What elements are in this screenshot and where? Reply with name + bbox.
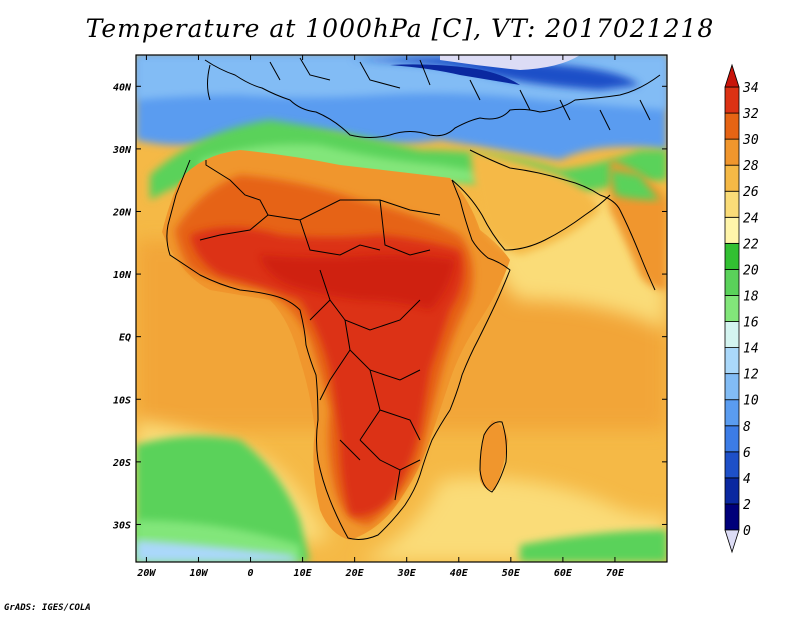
lat-tick-label: 40N xyxy=(113,82,132,93)
colorbar-label: 4 xyxy=(743,472,751,487)
lon-tick-label: 20E xyxy=(345,568,365,579)
colorbar-label: 24 xyxy=(743,211,759,226)
colorbar-segment xyxy=(724,216,740,244)
colorbar-label: 20 xyxy=(743,263,759,278)
colorbar-label: 30 xyxy=(742,133,759,148)
lat-tick-label: 20S xyxy=(112,458,131,469)
colorbar-label: 26 xyxy=(743,185,759,200)
lat-tick-label: 20N xyxy=(112,207,132,218)
lon-tick-label: 10E xyxy=(294,568,313,579)
lat-tick-label: 30N xyxy=(112,145,132,156)
lon-tick-label: 10W xyxy=(189,568,208,579)
colorbar-label: 34 xyxy=(742,81,759,96)
colorbar-segment xyxy=(724,242,740,270)
lat-tick-label: 10S xyxy=(113,395,131,406)
lon-tick-label: 0 xyxy=(248,568,254,579)
longitude-axis: 20W 10W 0 10E 20E 30E 40E 50E 60E 70E xyxy=(136,55,625,579)
colorbar-segment xyxy=(724,451,740,479)
lon-tick-label: 40E xyxy=(450,568,469,579)
lat-tick-label: EQ xyxy=(119,333,131,344)
map-frame xyxy=(135,54,668,563)
colorbar-segment xyxy=(724,373,740,401)
colorbar-segment xyxy=(724,138,740,166)
colorbar-label: 16 xyxy=(743,316,759,331)
colorbar-segment xyxy=(724,321,740,348)
coastlines xyxy=(166,57,661,540)
lon-tick-label: 50E xyxy=(502,568,521,579)
colorbar-segment xyxy=(724,164,740,192)
colorbar-segment xyxy=(724,112,740,140)
credit-text: GrADS: IGES/COLA xyxy=(4,603,91,613)
map-title: Temperature at 1000hPa [C], VT: 20170212… xyxy=(85,14,715,43)
colorbar-label: 18 xyxy=(743,289,759,304)
latitude-axis: 40N 30N 20N 10N EQ 10S 20S 30S xyxy=(112,82,667,531)
colorbar-segment xyxy=(724,295,740,322)
colorbar-label: 0 xyxy=(743,524,751,539)
colorbar-segment xyxy=(724,86,740,114)
colorbar-segment xyxy=(724,503,740,531)
lon-tick-label: 30E xyxy=(397,568,417,579)
colorbar-segment xyxy=(724,399,740,427)
colorbar-label: 10 xyxy=(743,394,759,409)
lon-tick-label: 70E xyxy=(606,568,625,579)
lon-tick-label: 60E xyxy=(554,568,573,579)
colorbar-label: 2 xyxy=(743,498,751,513)
colorbar-segment xyxy=(724,190,740,218)
colorbar-segment xyxy=(724,347,740,375)
colorbar-label: 22 xyxy=(743,237,759,252)
colorbar-max-triangle xyxy=(724,63,740,88)
colorbar-label: 8 xyxy=(743,420,751,435)
lat-tick-label: 30S xyxy=(112,520,131,531)
colorbar-label: 6 xyxy=(743,446,751,461)
colorbar-label: 32 xyxy=(742,107,759,122)
temperature-field xyxy=(136,55,667,562)
colorbar-label: 28 xyxy=(743,159,759,174)
lon-tick-label: 20W xyxy=(136,568,156,579)
colorbar-label: 14 xyxy=(743,342,759,357)
colorbar-label: 12 xyxy=(743,368,759,383)
lat-tick-label: 10N xyxy=(113,270,132,281)
colorbar-min-triangle xyxy=(724,529,740,554)
colorbar-segment xyxy=(724,425,740,453)
colorbar-segment xyxy=(724,269,740,296)
colorbar-segment xyxy=(724,477,740,505)
